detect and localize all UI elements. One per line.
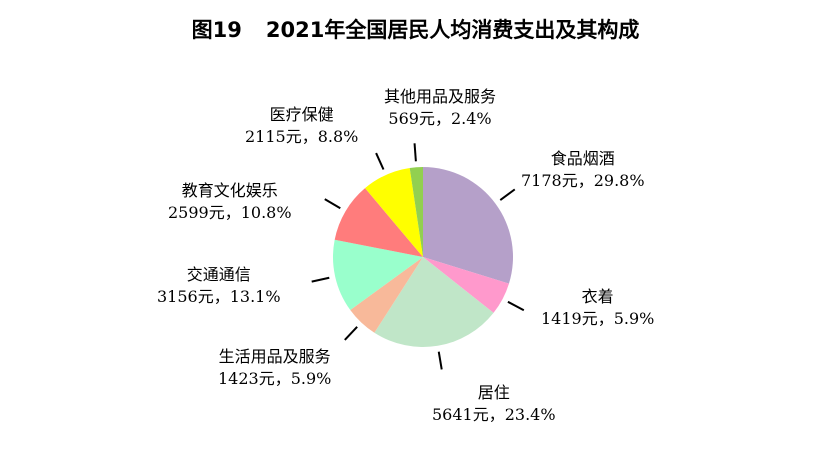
label-transport: 交通通信 3156元，13.1%: [157, 265, 281, 306]
leader-line-7: [413, 143, 417, 162]
title-text: 2021年全国居民人均消费支出及其构成: [265, 18, 640, 42]
label-clothing: 衣着 1419元，5.9%: [541, 287, 655, 328]
label-healthcare: 医疗保健 2115元，8.8%: [245, 105, 359, 146]
label-other: 其他用品及服务 569元，2.4%: [384, 87, 497, 128]
pie-slice-7: [409, 167, 423, 257]
leader-line-5: [324, 198, 341, 210]
pie-slice-0: [423, 167, 513, 284]
label-food: 食品烟酒 7178元，29.8%: [521, 149, 645, 190]
pie-slice-2: [374, 257, 494, 347]
label-household-goods: 生活用品及服务 1423元，5.9%: [218, 347, 332, 388]
leader-line-3: [344, 326, 358, 341]
figure-number: 图19: [191, 18, 242, 42]
leader-line-0: [499, 188, 516, 201]
chart-title: 图19 2021年全国居民人均消费支出及其构成: [0, 14, 831, 44]
pie-slice-4: [332, 239, 423, 310]
leader-line-1: [507, 300, 525, 312]
pie-slice-1: [423, 257, 509, 313]
pie-slice-5: [334, 188, 423, 257]
leader-line-4: [311, 276, 330, 283]
pie-slice-6: [365, 167, 423, 257]
leader-line-2: [437, 351, 443, 370]
label-housing: 居住 5641元，23.4%: [432, 383, 556, 424]
leader-line-6: [375, 152, 385, 170]
label-education: 教育文化娱乐 2599元，10.8%: [168, 181, 292, 222]
pie-slice-3: [350, 257, 423, 333]
